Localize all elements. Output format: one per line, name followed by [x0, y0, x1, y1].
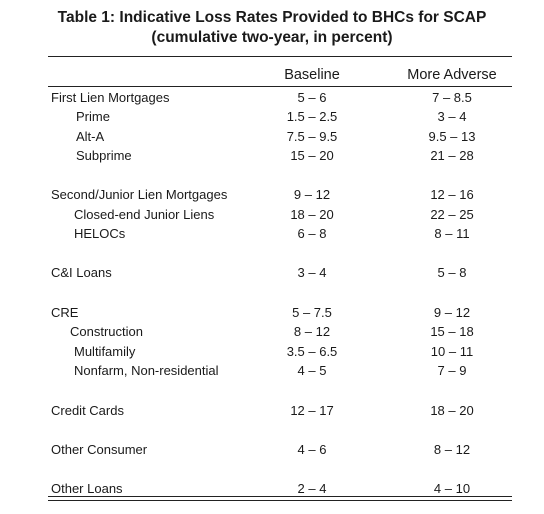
more-adverse-value: 9.5 – 13 — [428, 129, 476, 144]
table-row: Second/Junior Lien Mortgages 9 – 12 12 –… — [0, 186, 544, 204]
row-label: Prime — [76, 109, 110, 124]
baseline-value: 1.5 – 2.5 — [286, 109, 338, 124]
table-row: Construction 8 – 12 15 – 18 — [0, 323, 544, 341]
row-label: First Lien Mortgages — [51, 90, 170, 105]
table-row: Subprime 15 – 20 21 – 28 — [0, 147, 544, 165]
table-row: Multifamily 3.5 – 6.5 10 – 11 — [0, 343, 544, 361]
more-adverse-value: 7 – 9 — [437, 363, 467, 378]
more-adverse-value: 9 – 12 — [433, 305, 471, 320]
table-row: CRE 5 – 7.5 9 – 12 — [0, 304, 544, 322]
more-adverse-value: 12 – 16 — [430, 187, 474, 202]
row-label: Multifamily — [74, 344, 136, 359]
baseline-value: 3.5 – 6.5 — [286, 344, 338, 359]
row-label: C&I Loans — [51, 265, 112, 280]
table-row: Alt-A 7.5 – 9.5 9.5 – 13 — [0, 128, 544, 146]
more-adverse-value: 7 – 8.5 — [432, 90, 472, 105]
more-adverse-value: 15 – 18 — [430, 324, 474, 339]
baseline-value: 18 – 20 — [290, 207, 334, 222]
table-row: HELOCs 6 – 8 8 – 11 — [0, 225, 544, 243]
more-adverse-value: 3 – 4 — [437, 109, 467, 124]
table-row: Other Loans 2 – 4 4 – 10 — [0, 480, 544, 498]
baseline-value: 9 – 12 — [293, 187, 331, 202]
table-row: First Lien Mortgages 5 – 6 7 – 8.5 — [0, 89, 544, 107]
row-label: Alt-A — [76, 129, 105, 144]
more-adverse-value: 5 – 8 — [437, 265, 467, 280]
table-row: Credit Cards 12 – 17 18 – 20 — [0, 402, 544, 420]
baseline-value: 3 – 4 — [297, 265, 327, 280]
table-row: Prime 1.5 – 2.5 3 – 4 — [0, 108, 544, 126]
baseline-value: 5 – 6 — [297, 90, 327, 105]
more-adverse-value: 22 – 25 — [430, 207, 474, 222]
more-adverse-value: 8 – 12 — [433, 442, 471, 457]
table-subtitle: (cumulative two-year, in percent) — [151, 29, 393, 46]
bottom-rule — [48, 496, 512, 497]
row-label: Second/Junior Lien Mortgages — [51, 187, 228, 202]
row-label: Other Loans — [51, 481, 123, 496]
baseline-value: 7.5 – 9.5 — [286, 129, 338, 144]
more-adverse-value: 21 – 28 — [430, 148, 474, 163]
table-row: Nonfarm, Non-residential 4 – 5 7 – 9 — [0, 362, 544, 380]
more-adverse-value: 4 – 10 — [433, 481, 471, 496]
baseline-value: 2 – 4 — [297, 481, 327, 496]
more-adverse-value: 8 – 11 — [434, 226, 470, 241]
row-label: Subprime — [76, 148, 132, 163]
row-label: Nonfarm, Non-residential — [74, 363, 219, 378]
more-adverse-value: 10 – 11 — [430, 344, 474, 359]
baseline-value: 8 – 12 — [293, 324, 331, 339]
table-title: Table 1: Indicative Loss Rates Provided … — [57, 9, 487, 26]
bottom-rule-double — [48, 500, 512, 501]
baseline-value: 6 – 8 — [297, 226, 327, 241]
baseline-value: 15 – 20 — [290, 148, 334, 163]
column-header-baseline: Baseline — [284, 67, 340, 83]
baseline-value: 5 – 7.5 — [292, 305, 332, 320]
row-label: CRE — [51, 305, 79, 320]
row-label: Construction — [70, 324, 143, 339]
more-adverse-value: 18 – 20 — [430, 403, 474, 418]
baseline-value: 4 – 6 — [297, 442, 327, 457]
row-label: Credit Cards — [51, 403, 124, 418]
table-row: Other Consumer 4 – 6 8 – 12 — [0, 441, 544, 459]
header-rule — [48, 86, 512, 87]
table-row: C&I Loans 3 – 4 5 – 8 — [0, 264, 544, 282]
baseline-value: 12 – 17 — [290, 403, 334, 418]
row-label: HELOCs — [74, 226, 126, 241]
row-label: Closed-end Junior Liens — [74, 207, 215, 222]
column-header-more-adverse: More Adverse — [407, 67, 497, 83]
baseline-value: 4 – 5 — [297, 363, 327, 378]
table-row: Closed-end Junior Liens 18 – 20 22 – 25 — [0, 206, 544, 224]
row-label: Other Consumer — [51, 442, 148, 457]
top-rule — [48, 56, 512, 57]
